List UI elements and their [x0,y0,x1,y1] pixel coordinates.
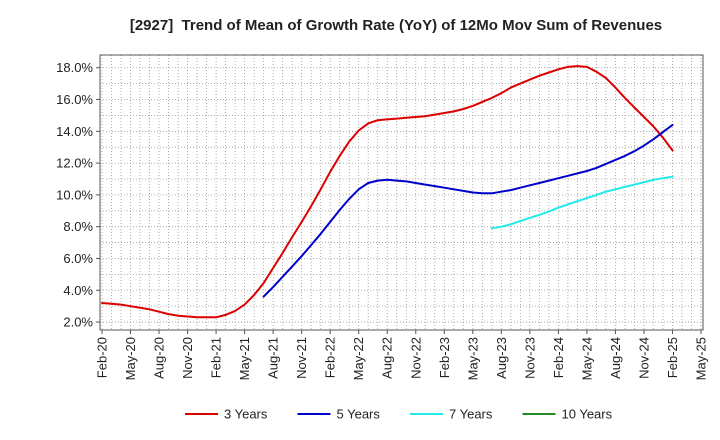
plot-frame [99,54,704,331]
legend-label: 5 Years [337,407,381,422]
series-layer [101,65,674,319]
x-tick-label: May-22 [351,337,366,380]
series-line-5-years [262,123,674,298]
y-tick-label: 18.0% [56,60,93,75]
y-tick-label: 4.0% [63,283,93,298]
x-tick-label: Feb-25 [665,337,680,378]
legend-label: 10 Years [562,407,613,422]
x-tick-label: Nov-20 [180,337,195,379]
grid [100,55,703,330]
x-tick-label: Feb-24 [551,337,566,378]
x-tick-label: Nov-21 [294,337,309,379]
x-tick-label: Feb-21 [209,337,224,378]
x-tick-label: Feb-20 [95,337,110,378]
legend-label: 7 Years [449,407,493,422]
x-tick-label: Aug-21 [266,337,281,379]
legend-item-3-years: 3 Years [185,407,268,422]
x-tick-label: Nov-22 [408,337,423,379]
y-tick-label: 12.0% [56,156,93,171]
legend: 3 Years 5 Years 7 Years 10 Years [185,407,613,422]
legend-item-10-years: 10 Years [522,407,613,422]
series-line-3-years [101,65,674,319]
x-tick-label: Aug-20 [152,337,167,379]
y-tick-label: 8.0% [63,219,93,234]
x-tick-label: Feb-23 [437,337,452,378]
x-tick-label: Aug-23 [494,337,509,379]
x-tick-label: Nov-24 [636,337,651,379]
x-tick-label: Nov-23 [522,337,537,379]
legend-label: 3 Years [224,407,268,422]
x-tick-label: May-23 [465,337,480,380]
x-axis: Feb-20 May-20 Aug-20 Nov-20 Feb-21 May-21 Aug-… [95,330,709,380]
x-tick-label: Aug-22 [380,337,395,379]
y-tick-label: 2.0% [63,315,93,330]
x-tick-label: May-21 [237,337,252,380]
y-tick-label: 6.0% [63,251,93,266]
legend-item-7-years: 7 Years [410,407,493,422]
y-tick-label: 10.0% [56,187,93,202]
series-line-7-years [490,175,674,230]
legend-item-5-years: 5 Years [297,407,381,422]
y-axis: 2.0% 4.0% 6.0% 8.0% 10.0% 12.0% 14.0% 16.0% 18.0… [56,60,100,330]
x-tick-label: May-24 [579,337,594,380]
y-tick-label: 14.0% [56,124,93,139]
x-tick-label: May-20 [123,337,138,380]
chart-title: [2927] Trend of Mean of Growth Rate (YoY… [130,17,662,34]
x-tick-label: May-25 [694,337,709,380]
x-tick-label: Feb-22 [323,337,338,378]
x-tick-label: Aug-24 [608,337,623,379]
y-tick-label: 16.0% [56,92,93,107]
